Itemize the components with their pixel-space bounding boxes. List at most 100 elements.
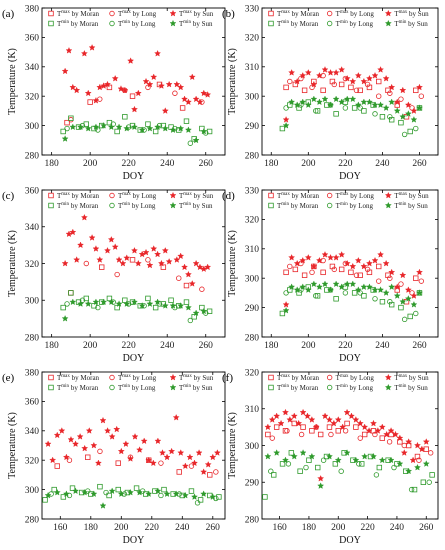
y-tick-label: 280 [245, 333, 260, 343]
y-tick-label: 340 [25, 427, 40, 437]
data-point [161, 124, 169, 132]
data-point [64, 125, 70, 132]
data-point [268, 468, 274, 474]
data-point [335, 428, 341, 434]
data-point [168, 297, 174, 303]
data-point [77, 241, 84, 249]
y-tick-label: 320 [245, 34, 260, 44]
legend-symbol: T [277, 384, 282, 392]
legend-symbol: T [336, 374, 341, 382]
x-tick-label: 160 [272, 523, 287, 533]
data-point [99, 502, 107, 509]
data-point [320, 457, 327, 463]
y-tick-label: 380 [25, 368, 40, 378]
legend-text: by Moran [69, 202, 99, 210]
data-point [338, 283, 346, 290]
data-point [114, 271, 120, 278]
x-tick-label: 220 [122, 159, 137, 169]
legend-superscript: max [281, 10, 290, 15]
data-point [353, 87, 360, 94]
legend-label: Tmin by Long [336, 202, 374, 210]
data-point [399, 113, 407, 120]
y-tick-label: 300 [25, 122, 40, 132]
data-point [418, 93, 425, 99]
data-point [73, 256, 81, 263]
legend-text: by Sun [192, 374, 214, 382]
data-point [68, 290, 74, 296]
data-point [92, 245, 100, 252]
data-point [165, 258, 173, 265]
data-point [304, 69, 312, 76]
data-point [106, 295, 113, 302]
data-point [343, 95, 351, 103]
data-point [161, 302, 169, 309]
x-tick-label: 200 [83, 341, 98, 351]
legend-symbol: T [336, 384, 341, 392]
data-point [334, 416, 342, 423]
data-point [53, 488, 61, 496]
data-point [64, 301, 70, 307]
legend-label: Tmax by Long [336, 192, 375, 200]
legend-item: Tmax by Sun [384, 373, 429, 382]
data-point [366, 283, 373, 290]
legend-marker [48, 20, 54, 27]
data-point [356, 419, 364, 427]
legend-superscript: max [61, 192, 70, 197]
data-point [67, 435, 75, 443]
data-point [333, 296, 339, 302]
data-point [357, 435, 363, 441]
data-point [187, 140, 194, 146]
legend-item: Tmax by Moran [268, 10, 320, 18]
legend-text: by Moran [70, 10, 100, 18]
data-point [360, 262, 368, 270]
data-point [353, 272, 360, 278]
legend-superscript: max [183, 192, 192, 197]
data-point [44, 491, 52, 499]
data-point [310, 80, 318, 88]
data-point [382, 74, 390, 82]
data-point [131, 123, 138, 130]
data-point [279, 310, 286, 317]
data-point [53, 431, 61, 439]
data-point [399, 271, 407, 279]
data-point [366, 98, 373, 106]
data-point [131, 105, 138, 113]
data-point [123, 300, 131, 307]
data-point [334, 456, 342, 464]
legend-item: Tmax by Moran [48, 374, 100, 382]
data-point [183, 299, 190, 305]
x-tick-label: 220 [145, 523, 160, 533]
data-point [69, 228, 77, 236]
legend-item: Tmax by Moran [268, 374, 320, 382]
data-point [304, 412, 311, 420]
data-point [62, 490, 70, 497]
data-point [309, 428, 315, 434]
data-point [209, 493, 217, 500]
data-point [115, 123, 123, 130]
legend-item: Tmax by Long [326, 374, 374, 382]
data-point [351, 105, 358, 111]
series-tmin-by-sun [264, 449, 430, 489]
data-point [273, 449, 281, 456]
legend-marker [326, 384, 333, 391]
y-tick-label: 360 [25, 34, 40, 44]
legend-symbol: T [277, 10, 282, 18]
data-point [310, 280, 318, 288]
panel-label: (c) [2, 190, 15, 202]
data-point [299, 98, 307, 106]
data-point [377, 66, 385, 73]
series-tmax-by-sun [61, 44, 212, 114]
legend-marker [268, 202, 274, 209]
data-point [66, 457, 73, 463]
legend-superscript: min [399, 20, 407, 25]
data-point [361, 431, 368, 438]
data-point [84, 89, 92, 97]
data-point [192, 309, 200, 317]
data-point [287, 287, 293, 293]
legend-symbol: T [336, 10, 341, 18]
data-point [204, 460, 212, 468]
data-point [414, 453, 421, 460]
data-point [313, 293, 319, 299]
series-tmin-by-sun [61, 121, 208, 144]
legend-item: Tmax by Sun [384, 191, 429, 200]
